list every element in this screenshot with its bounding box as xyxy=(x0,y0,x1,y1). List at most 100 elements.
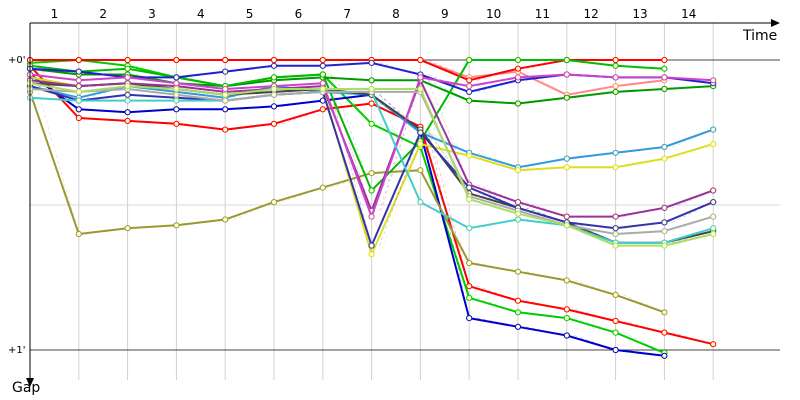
data-point xyxy=(222,91,229,98)
series-4 xyxy=(26,88,668,316)
series-18 xyxy=(26,80,717,249)
data-point xyxy=(173,222,180,229)
series-connector xyxy=(574,309,616,322)
data-point xyxy=(466,315,473,322)
series-connector xyxy=(428,129,470,194)
data-point xyxy=(75,68,82,75)
data-point xyxy=(514,268,522,275)
data-point xyxy=(661,204,668,211)
data-point xyxy=(612,62,619,69)
data-point xyxy=(710,213,717,220)
data-point xyxy=(368,242,375,249)
data-point xyxy=(612,213,619,220)
series-connector xyxy=(379,91,421,203)
series-connector xyxy=(477,68,519,81)
data-point xyxy=(173,91,180,98)
series-connector xyxy=(135,65,177,78)
data-point xyxy=(466,97,473,104)
data-point xyxy=(270,91,278,98)
data-point xyxy=(75,56,82,64)
data-point xyxy=(417,141,424,148)
data-point xyxy=(612,317,619,325)
data-point xyxy=(563,315,570,322)
x-axis-title: Time xyxy=(742,28,777,44)
data-point xyxy=(368,100,375,107)
series-line xyxy=(29,73,665,357)
x-tick-labels: 1 2 3 4 5 6 7 8 9 10 11 12 13 14 xyxy=(51,7,697,21)
series-connector xyxy=(379,132,421,246)
data-point xyxy=(710,187,717,194)
data-point xyxy=(222,85,229,93)
data-point xyxy=(124,225,131,232)
data-point xyxy=(173,74,180,81)
data-point xyxy=(75,97,82,104)
x-tick-label: 13 xyxy=(632,7,647,21)
data-point xyxy=(124,91,131,98)
data-point xyxy=(124,65,131,72)
data-point xyxy=(514,210,522,217)
data-point xyxy=(75,230,82,238)
data-point xyxy=(75,106,82,113)
series-connector xyxy=(428,88,470,200)
data-point xyxy=(466,152,473,159)
data-point xyxy=(222,216,229,223)
data-point xyxy=(222,68,229,75)
data-point xyxy=(124,109,131,116)
x-axis-arrow xyxy=(771,19,780,27)
data-point xyxy=(466,225,473,232)
data-point xyxy=(222,106,229,113)
data-point xyxy=(710,126,717,133)
data-point xyxy=(612,230,619,238)
data-point xyxy=(710,230,717,238)
data-point xyxy=(514,167,522,174)
series-lines xyxy=(26,56,717,359)
data-point xyxy=(270,74,278,81)
data-point xyxy=(612,164,619,171)
data-point xyxy=(368,213,375,220)
axes xyxy=(26,19,780,387)
data-point xyxy=(563,94,570,101)
series-connector xyxy=(623,320,665,333)
series-connector xyxy=(37,85,79,98)
series-connector xyxy=(672,332,714,345)
data-point xyxy=(563,222,570,229)
data-point xyxy=(417,199,424,206)
data-point xyxy=(612,225,619,232)
data-point xyxy=(75,77,82,84)
data-point xyxy=(319,106,326,113)
data-point xyxy=(612,74,619,81)
series-connector xyxy=(428,80,470,185)
data-point xyxy=(173,80,180,87)
data-point xyxy=(466,83,473,90)
data-point xyxy=(173,85,180,93)
series-connector xyxy=(233,85,275,98)
series-connector xyxy=(379,141,421,191)
data-point xyxy=(466,294,473,301)
data-point xyxy=(661,219,668,226)
data-point xyxy=(319,71,326,78)
data-point xyxy=(661,352,668,359)
data-point xyxy=(661,228,668,235)
data-point xyxy=(319,56,326,64)
x-tick-label: 9 xyxy=(441,7,449,21)
data-point xyxy=(514,100,522,107)
data-point xyxy=(710,77,717,84)
data-point xyxy=(563,332,570,339)
data-point xyxy=(417,74,424,81)
data-point xyxy=(270,85,278,93)
data-point xyxy=(514,56,522,64)
x-tick-label: 1 xyxy=(51,7,59,21)
data-point xyxy=(75,88,82,96)
series-line xyxy=(29,91,665,314)
series-15 xyxy=(26,83,717,249)
data-point xyxy=(612,346,619,354)
data-point xyxy=(75,83,82,90)
series-connector xyxy=(379,80,421,211)
data-point xyxy=(222,126,229,133)
data-point xyxy=(661,155,668,162)
data-point xyxy=(612,149,619,156)
series-connector xyxy=(672,230,714,243)
data-point xyxy=(124,56,131,64)
data-point xyxy=(563,306,570,313)
data-point xyxy=(417,167,424,174)
